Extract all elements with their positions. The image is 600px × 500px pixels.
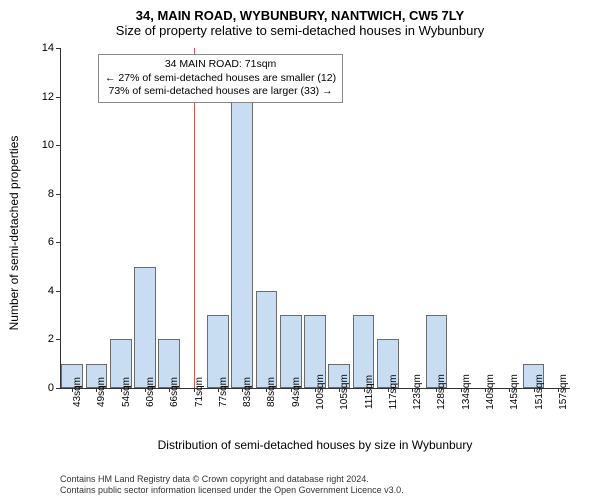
- xtick: 49sqm: [96, 377, 107, 407]
- footer: Contains HM Land Registry data © Crown c…: [60, 474, 404, 496]
- ytick-mark: [56, 194, 60, 195]
- y-axis-label: Number of semi-detached properties: [7, 136, 21, 331]
- plot: 0246810121443sqm49sqm54sqm60sqm66sqm71sq…: [60, 48, 570, 388]
- xtick: 123sqm: [412, 374, 423, 410]
- x-axis-label: Distribution of semi-detached houses by …: [158, 438, 473, 452]
- xtick: 134sqm: [461, 374, 472, 410]
- annotation-line: ← 27% of semi-detached houses are smalle…: [105, 72, 336, 86]
- xtick: 128sqm: [436, 374, 447, 410]
- xtick-mark: [169, 388, 170, 392]
- bar: [231, 97, 253, 388]
- xtick-mark: [534, 388, 535, 392]
- footer-line2: Contains public sector information licen…: [60, 485, 404, 496]
- xtick: 83sqm: [242, 377, 253, 407]
- xtick: 140sqm: [485, 374, 496, 410]
- xtick-mark: [72, 388, 73, 392]
- xtick: 117sqm: [388, 375, 399, 410]
- xtick: 151sqm: [534, 374, 545, 410]
- ytick: 2: [32, 333, 54, 345]
- xtick-mark: [461, 388, 462, 392]
- xtick-mark: [242, 388, 243, 392]
- ytick: 0: [32, 382, 54, 394]
- ytick: 14: [32, 42, 54, 54]
- bar: [256, 291, 278, 388]
- xtick-mark: [145, 388, 146, 392]
- annotation-line: 73% of semi-detached houses are larger (…: [105, 85, 336, 99]
- xtick: 60sqm: [145, 377, 156, 407]
- xtick: 94sqm: [291, 377, 302, 407]
- xtick-mark: [218, 388, 219, 392]
- ytick-mark: [56, 97, 60, 98]
- ytick-mark: [56, 291, 60, 292]
- xtick-mark: [558, 388, 559, 392]
- xtick-mark: [485, 388, 486, 392]
- ytick-mark: [56, 339, 60, 340]
- title-main: 34, MAIN ROAD, WYBUNBURY, NANTWICH, CW5 …: [0, 0, 600, 23]
- xtick: 43sqm: [72, 377, 83, 407]
- title-sub: Size of property relative to semi-detach…: [0, 23, 600, 42]
- xtick: 100sqm: [315, 374, 326, 410]
- xtick: 111sqm: [364, 375, 375, 409]
- xtick: 54sqm: [121, 377, 132, 407]
- xtick-mark: [509, 388, 510, 392]
- annotation-line: 34 MAIN ROAD: 71sqm: [105, 58, 336, 72]
- annotation-box: 34 MAIN ROAD: 71sqm← 27% of semi-detache…: [98, 54, 343, 103]
- xtick-mark: [339, 388, 340, 392]
- xtick: 77sqm: [218, 377, 229, 407]
- xtick-mark: [194, 388, 195, 392]
- xtick-mark: [266, 388, 267, 392]
- axis-y: [60, 48, 61, 388]
- ytick: 12: [32, 91, 54, 103]
- ytick-mark: [56, 48, 60, 49]
- xtick: 88sqm: [266, 377, 277, 407]
- chart-area: Number of semi-detached properties 02468…: [60, 48, 570, 418]
- footer-line1: Contains HM Land Registry data © Crown c…: [60, 474, 404, 485]
- xtick-mark: [291, 388, 292, 392]
- ytick-mark: [56, 145, 60, 146]
- xtick: 105sqm: [339, 374, 350, 410]
- ytick-mark: [56, 242, 60, 243]
- xtick: 71sqm: [194, 377, 205, 407]
- xtick: 66sqm: [169, 377, 180, 407]
- ytick-mark: [56, 388, 60, 389]
- xtick-mark: [388, 388, 389, 392]
- xtick-mark: [412, 388, 413, 392]
- ytick: 10: [32, 139, 54, 151]
- xtick-mark: [315, 388, 316, 392]
- xtick: 157sqm: [558, 374, 569, 410]
- xtick-mark: [121, 388, 122, 392]
- xtick: 145sqm: [509, 374, 520, 410]
- xtick-mark: [364, 388, 365, 392]
- ytick: 6: [32, 236, 54, 248]
- ytick: 4: [32, 285, 54, 297]
- xtick-mark: [96, 388, 97, 392]
- ytick: 8: [32, 188, 54, 200]
- bar: [134, 267, 156, 388]
- xtick-mark: [436, 388, 437, 392]
